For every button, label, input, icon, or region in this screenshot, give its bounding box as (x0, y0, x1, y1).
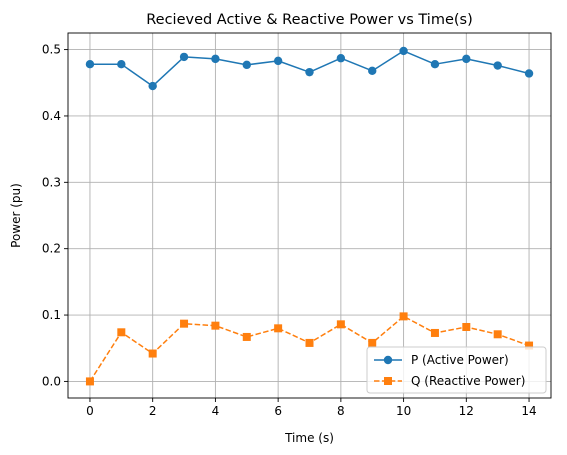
data-point (462, 322, 471, 331)
y-tick-label: 0.5 (42, 43, 61, 57)
y-tick-label: 0.1 (42, 308, 61, 322)
series-layer (85, 46, 534, 386)
y-tick-label: 0.4 (42, 109, 61, 123)
data-point (148, 81, 157, 91)
legend-marker (384, 377, 392, 385)
y-axis-label: Power (pu) (9, 183, 23, 248)
data-point (117, 59, 126, 69)
x-tick-label: 12 (459, 404, 474, 418)
data-point (148, 349, 157, 358)
data-point (493, 330, 502, 339)
legend-entry: P (Active Power) (374, 353, 509, 367)
data-point (180, 319, 189, 328)
legend-entry: Q (Reactive Power) (374, 374, 525, 388)
data-point (305, 67, 314, 77)
data-point (368, 338, 377, 347)
data-point (85, 377, 94, 386)
data-point (399, 46, 408, 56)
y-tick-label: 0.0 (42, 374, 61, 388)
data-point (117, 328, 126, 337)
x-tick-label: 8 (337, 404, 345, 418)
data-point (462, 54, 471, 64)
legend-marker (383, 355, 393, 365)
x-tick-label: 10 (396, 404, 411, 418)
series-1 (85, 46, 534, 91)
x-tick-label: 4 (212, 404, 220, 418)
ticks: 0 2 4 6 8 10 12 14 0.0 0.1 0.2 0.3 0.4 0.5 (42, 43, 537, 418)
grid (68, 33, 551, 398)
legend-box (366, 346, 547, 394)
legend-label: Q (Reactive Power) (411, 374, 525, 388)
x-tick-label: 14 (521, 404, 536, 418)
data-point (211, 54, 220, 64)
data-point (274, 324, 283, 333)
y-tick-label: 0.3 (42, 175, 61, 189)
data-point (85, 59, 95, 69)
data-point (368, 66, 377, 76)
plot-frame (67, 32, 552, 399)
legend-label: P (Active Power) (411, 353, 509, 367)
data-point (336, 54, 346, 63)
data-point (399, 312, 408, 321)
data-point (211, 321, 220, 330)
y-tick-label: 0.2 (42, 242, 61, 256)
data-point (242, 60, 251, 70)
data-point (430, 328, 439, 337)
data-point (179, 52, 189, 62)
x-axis-label: Time (s) (284, 431, 334, 445)
data-point (525, 341, 534, 350)
series-2 (85, 312, 534, 386)
data-point (430, 59, 440, 69)
x-tick-label: 2 (149, 404, 157, 418)
data-point (273, 56, 283, 66)
data-point (524, 69, 534, 78)
chart-title: Recieved Active & Reactive Power vs Time… (146, 12, 473, 28)
x-tick-label: 0 (86, 404, 94, 418)
data-point (242, 332, 251, 341)
data-point (305, 338, 314, 347)
x-tick-label: 6 (274, 404, 282, 418)
legend: P (Active Power) Q (Reactive Power) (366, 346, 547, 394)
data-point (336, 320, 345, 329)
data-point (493, 61, 502, 70)
